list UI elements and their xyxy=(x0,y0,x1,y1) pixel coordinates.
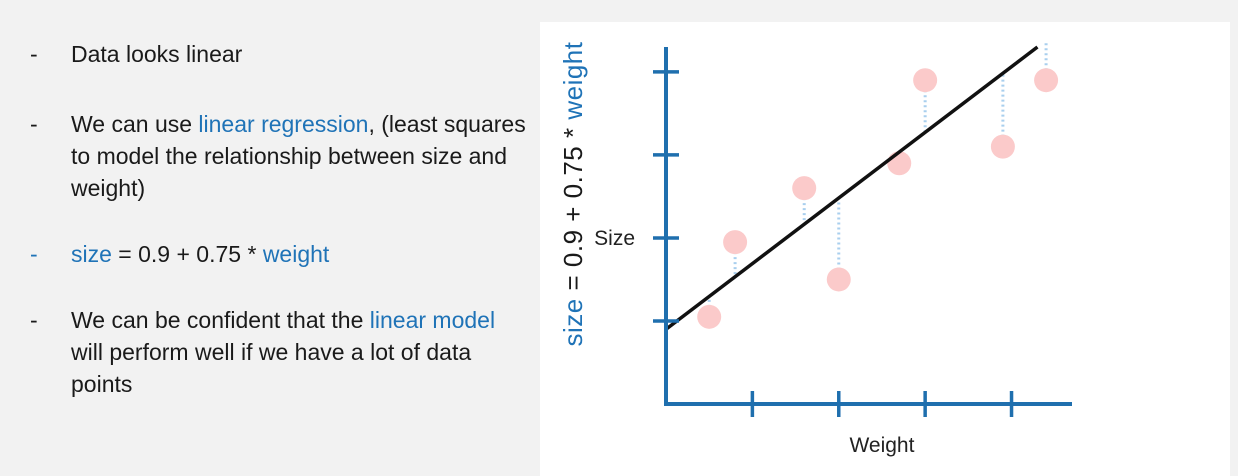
data-point-7 xyxy=(990,134,1015,159)
residual-lines xyxy=(707,40,1048,317)
bullet-text: We can be confident that the xyxy=(71,307,370,333)
fit-line-group xyxy=(664,45,1039,331)
bullet-dash: - xyxy=(30,111,38,137)
bullet-equation: - size = 0.9 + 0.75 * weight xyxy=(30,238,329,270)
linear-model-highlight: linear model xyxy=(369,307,496,333)
data-point-3 xyxy=(792,176,817,201)
bullet-text: = 0.9 + 0.75 * xyxy=(111,241,263,267)
data-point-4 xyxy=(826,267,851,292)
bullet-dash: - xyxy=(30,307,38,333)
bullet-text: will perform well if we have a lot of da… xyxy=(71,339,472,397)
bullet-confidence: - We can be confident that the linear mo… xyxy=(30,304,530,400)
data-point-2 xyxy=(723,230,748,255)
linear-regression-highlight: linear regression xyxy=(198,111,369,137)
bullet-text: , (least squares to model the relationsh… xyxy=(71,111,526,201)
bullet-text: We can use xyxy=(71,111,199,137)
bullet-dash: - xyxy=(30,41,38,67)
weight-highlight: weight xyxy=(262,241,330,267)
bullet-text: Data looks linear xyxy=(71,41,243,67)
x-axis-label: Weight xyxy=(849,434,914,457)
y-axis-label: Size xyxy=(594,227,635,250)
data-points xyxy=(697,68,1059,329)
bullet-linear-regression: - We can use linear regression, (least s… xyxy=(30,108,530,204)
bullet-dash: - xyxy=(30,241,38,267)
data-point-6 xyxy=(913,68,938,93)
bullet-data-linear: - Data looks linear xyxy=(30,38,242,70)
data-point-1 xyxy=(697,304,722,329)
axes xyxy=(653,47,1072,417)
data-point-8 xyxy=(1034,68,1059,93)
chart-panel xyxy=(540,22,1230,476)
size-highlight: size xyxy=(71,241,112,267)
regression-line xyxy=(664,45,1039,331)
data-point-5 xyxy=(887,151,912,176)
